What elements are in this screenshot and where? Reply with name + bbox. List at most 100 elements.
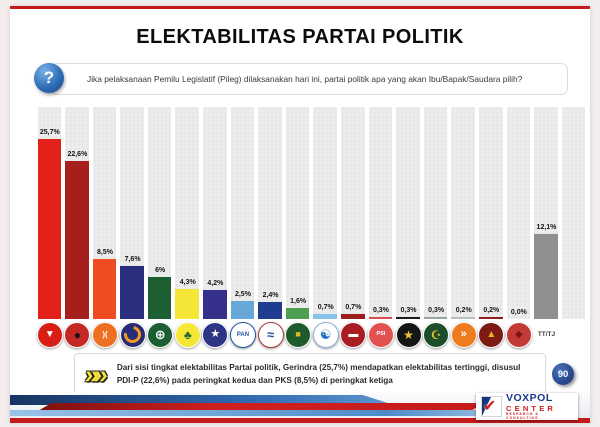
value-label-hanura: 0,2% [455, 307, 472, 314]
bar-column-pks: 8,5% )( [91, 107, 119, 348]
bar-column-pkb: 6% ⊕ [146, 107, 174, 348]
bar-track: 8,5% [91, 107, 119, 319]
logo-glyph: ▬ [348, 328, 359, 340]
bar-pan [230, 301, 255, 319]
bar-column-pdi-p: 22,6% ● [64, 107, 92, 348]
question-mark-icon: ? [34, 63, 64, 93]
logo-glyph: PAN [236, 331, 250, 338]
pdip-party-logo: ● [64, 321, 91, 348]
ribbon-lightblue-stripe [10, 410, 550, 416]
bar-nasdem [120, 266, 144, 319]
logo-glyph: » [460, 328, 467, 340]
pkb-party-logo: ⊕ [147, 321, 174, 348]
logo-slot: ★ [395, 321, 423, 348]
logo-slot: )( [91, 321, 119, 348]
bar-column-demokrat: 4,2% ★ [202, 107, 230, 348]
pbb-party-logo: ☪ [423, 321, 450, 348]
logo-glyph: ★ [210, 328, 221, 340]
bar-column-ummat: 0,0% ◆ [505, 107, 533, 348]
bar-column-golkar: 4,3% ♣ [174, 107, 202, 348]
bar-track: 12,1% [533, 107, 561, 319]
ppp-party-logo: ■ [285, 321, 312, 348]
logo-glyph: ★ [403, 327, 414, 342]
bar-column-ppp: 1,6% ■ [284, 107, 312, 348]
bar-track: 1,6% [284, 107, 312, 319]
bar-column-garuda: 0,2% ▲ [478, 107, 506, 348]
logo-glyph: ◆ [515, 328, 523, 340]
bar-ppp [285, 308, 310, 319]
brand-tagline: RESEARCH & CONSULTING [506, 412, 539, 420]
question-text: Jika pelaksanaan Pemilu Legislatif (Pile… [87, 74, 523, 84]
nasdem-party-logo [119, 321, 146, 348]
pkn-party-logo: ★ [395, 321, 422, 348]
empty-stripe-column [560, 107, 588, 348]
gelora-party-logo: ☯ [312, 321, 339, 348]
value-label-demokrat: 4,2% [207, 280, 224, 287]
psi-party-logo: PSI [367, 321, 394, 348]
bar-track: 4,3% [174, 107, 202, 319]
bar-track: 2,4% [257, 107, 285, 319]
logo-slot: TT/TJ [533, 321, 561, 348]
value-label-ummat: 0,0% [510, 309, 527, 316]
value-label-ppp: 1,6% [290, 298, 307, 305]
logo-slot: ▲ [478, 321, 506, 348]
brand-text: VOXPOL CENTER RESEARCH & CONSULTING [506, 393, 573, 420]
bar-hanura [451, 317, 475, 319]
logo-slot: ⊕ [146, 321, 174, 348]
bar-track: 0,3% [395, 107, 423, 319]
footer-red-bar [10, 418, 590, 423]
logo-glyph: ♣ [183, 327, 192, 342]
logo-slot: ● [64, 321, 92, 348]
logo-glyph: ☪ [430, 327, 442, 342]
garuda-party-logo: ▲ [478, 321, 505, 348]
bar-track: 0,7% [340, 107, 368, 319]
value-label-perindo: 2,4% [262, 292, 279, 299]
logo-slot: ☪ [422, 321, 450, 348]
swirl-shape [120, 322, 145, 347]
logo-slot: PAN [229, 321, 257, 348]
bar-column-nasdem: 7,6% [119, 107, 147, 348]
value-label-golkar: 4,3% [179, 279, 196, 286]
ttj-label: TT/TJ [537, 331, 556, 338]
logo-slot: ▼ [36, 321, 64, 348]
value-label-psi: 0,3% [372, 307, 389, 314]
perindo-party-logo: ≈ [257, 321, 284, 348]
brand-name: VOXPOL [506, 392, 553, 405]
bar-buruh [341, 314, 365, 319]
value-label-gelora: 0,7% [317, 304, 334, 311]
logo-glyph: PSI [376, 330, 386, 337]
bar-chart: 25,7% ▼ 22,6% ● 8,5% )( 7,6% 6% ⊕ 4,3% ♣ 4,2% ★ 2,5% P… [36, 107, 590, 349]
bar-track: 6% [146, 107, 174, 319]
ribbon-red-stripe [38, 403, 484, 411]
bar-track: 0,7% [312, 107, 340, 319]
logo-glyph: ⊕ [154, 327, 166, 342]
bar-column-pbb: 0,3% ☪ [422, 107, 450, 348]
ribbon-blue-stripe [10, 395, 394, 405]
bar-garuda [479, 317, 503, 319]
footnote-text: Dari sisi tingkat elektabilitas Partai p… [116, 363, 521, 385]
bar-track: 0,3% [422, 107, 450, 319]
bar-golkar [175, 289, 200, 319]
value-label-pan: 2,5% [234, 291, 251, 298]
pks-party-logo: )( [91, 321, 118, 348]
bar-column-pkn: 0,3% ★ [395, 107, 423, 348]
bar-track: 2,5% [229, 107, 257, 319]
value-label-pks: 8,5% [97, 249, 113, 256]
bar-column-perindo: 2,4% ≈ [257, 107, 285, 348]
value-label-pdi-p: 22,6% [67, 151, 88, 158]
logo-slot: ☯ [312, 321, 340, 348]
value-label-pkn: 0,3% [400, 307, 417, 314]
bar-column-pan: 2,5% PAN [229, 107, 257, 348]
value-label-garuda: 0,2% [483, 307, 500, 314]
buruh-party-logo: ▬ [340, 321, 367, 348]
page-title: ELEKTABILITAS PARTAI POLITIK [136, 26, 464, 48]
value-label-gerindra: 25,7% [39, 129, 60, 136]
value-label-nasdem: 7,6% [124, 256, 141, 263]
value-label-pbb: 0,3% [428, 307, 445, 314]
gerindra-party-logo: ▼ [36, 321, 63, 348]
bar-demokrat [203, 290, 227, 319]
bar-column-gelora: 0,7% ☯ [312, 107, 340, 348]
ummat-party-logo: ◆ [505, 321, 532, 348]
bar-track: 0,0% [505, 107, 533, 319]
